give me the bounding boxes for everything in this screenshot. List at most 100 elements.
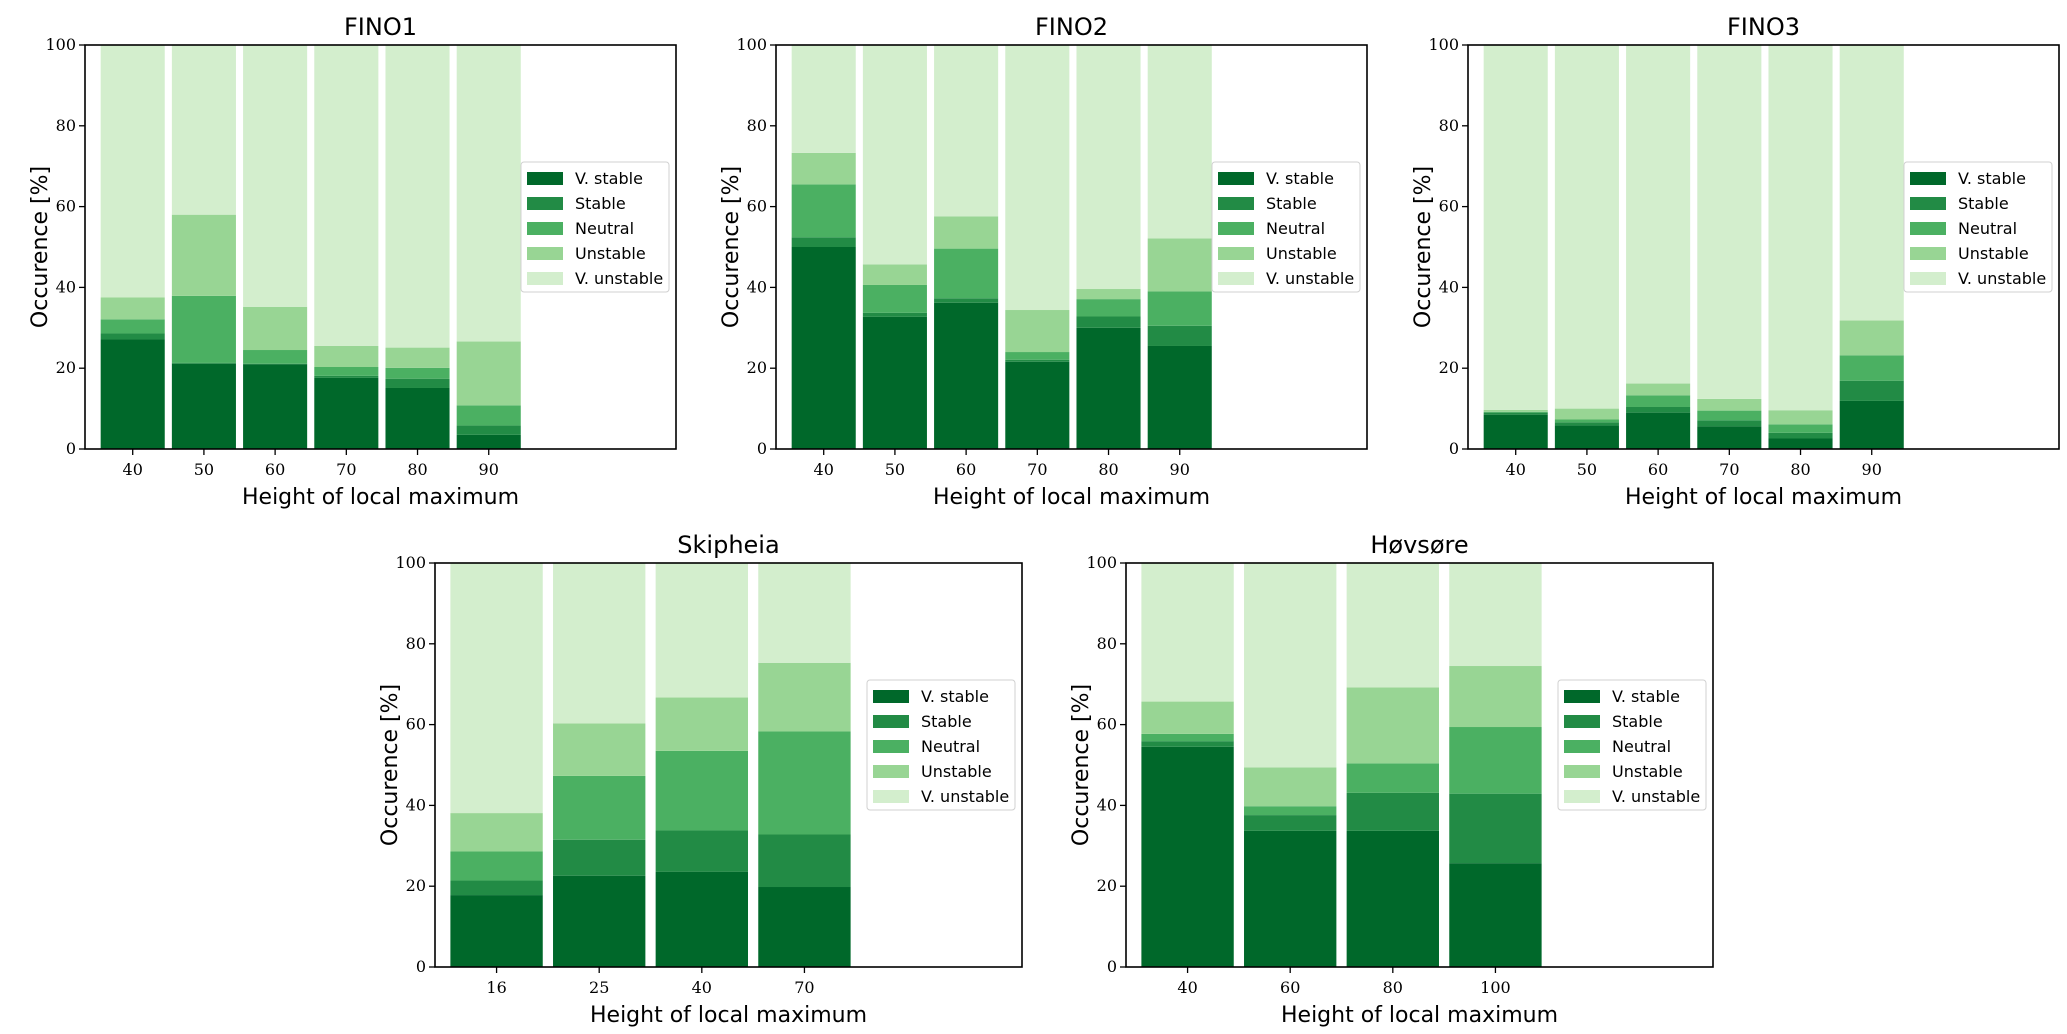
y-tick-label: 100	[395, 553, 426, 572]
y-tick-label: 100	[1086, 553, 1117, 572]
x-tick-label: 70	[794, 978, 814, 997]
bar-segment-v-stable-70	[1697, 426, 1762, 449]
bar-segment-neutral-40	[655, 750, 748, 831]
bar-segment-neutral-60	[1244, 806, 1337, 816]
chart-title: FINO3	[1727, 13, 1800, 41]
y-tick-label: 100	[1428, 35, 1459, 54]
bar-segment-stable-40	[791, 237, 856, 247]
bar-segment-neutral-50	[171, 295, 236, 363]
legend-swatch-unstable	[1218, 247, 1254, 260]
y-tick-label: 80	[1439, 116, 1459, 135]
legend-swatch-v-stable	[1910, 172, 1946, 185]
bar-segment-unstable-16	[450, 813, 543, 852]
chart-panel-h-vs-re: 0 20 40 60 80 100 40 60 80 100 Høvsøre Height of lo…	[1069, 531, 1714, 1028]
bar-segment-stable-70	[1005, 359, 1070, 362]
axes-frame	[1125, 562, 1714, 968]
bar-segment-v-stable-50	[1554, 425, 1619, 449]
y-axis-label: Occurence [%]	[1069, 684, 1094, 846]
bar-segment-stable-60	[1626, 406, 1691, 413]
bar-segment-v-unstable-70	[1005, 45, 1070, 311]
axes-frame	[84, 44, 677, 450]
legend: V. stable Stable Neutral Unstable V. unstabl…	[1903, 161, 2053, 293]
legend-label: Unstable	[1612, 762, 1683, 781]
x-axis-label: Height of local maximum	[590, 1003, 867, 1028]
legend-swatch-stable	[527, 197, 563, 210]
bar-segment-v-stable-60	[934, 302, 999, 449]
x-tick-label: 70	[336, 460, 356, 479]
y-axis-label: Occurence [%]	[1411, 166, 1436, 328]
bar-segment-neutral-60	[243, 350, 308, 364]
bar-segment-unstable-50	[862, 264, 927, 285]
y-tick-label: 0	[66, 439, 76, 458]
y-tick-label: 20	[747, 358, 767, 377]
bar-segment-v-unstable-100	[1449, 563, 1542, 667]
y-tick-label: 60	[1097, 715, 1117, 734]
y-tick-label: 20	[406, 876, 426, 895]
x-tick-label: 50	[885, 460, 905, 479]
y-tick-label: 40	[1097, 795, 1117, 814]
bar-segment-v-stable-60	[1626, 412, 1691, 449]
bar-segment-unstable-90	[456, 341, 521, 406]
bar-segment-v-unstable-80	[1346, 563, 1439, 688]
bar-segment-neutral-70	[1697, 410, 1762, 421]
legend-swatch-v-unstable	[1218, 272, 1254, 285]
y-axis-label: Occurence [%]	[28, 166, 53, 328]
bar-segment-v-unstable-70	[1697, 45, 1762, 399]
legend-swatch-unstable	[1564, 765, 1600, 778]
bar-segment-neutral-16	[450, 851, 543, 881]
y-tick-label: 0	[1107, 957, 1117, 976]
y-axis-label: Occurence [%]	[719, 166, 744, 328]
bar-segment-v-stable-40	[791, 247, 856, 449]
bar-segment-v-unstable-60	[1244, 563, 1337, 768]
legend-swatch-stable	[1564, 715, 1600, 728]
legend-label: Neutral	[575, 219, 634, 238]
x-tick-label: 70	[1027, 460, 1047, 479]
legend-swatch-neutral	[1910, 222, 1946, 235]
y-tick-label: 60	[406, 715, 426, 734]
bar-segment-unstable-40	[1483, 409, 1548, 412]
chart-title: Høvsøre	[1370, 531, 1468, 559]
bar-segment-v-unstable-90	[1839, 45, 1904, 321]
legend-label: Neutral	[1958, 219, 2017, 238]
y-tick-label: 100	[736, 35, 767, 54]
bar-segment-neutral-40	[1483, 411, 1548, 413]
x-tick-label: 80	[1790, 460, 1810, 479]
bar-segment-v-stable-60	[1244, 830, 1337, 967]
bar-segment-v-unstable-50	[171, 45, 236, 215]
x-tick-label: 90	[1862, 460, 1882, 479]
bar-segment-stable-50	[862, 312, 927, 317]
y-tick-label: 80	[1097, 634, 1117, 653]
x-tick-label: 70	[1719, 460, 1739, 479]
bar-segment-neutral-90	[1839, 355, 1904, 381]
bar-segment-stable-60	[1244, 815, 1337, 831]
bar-segment-neutral-80	[1768, 424, 1833, 433]
x-axis-label: Height of local maximum	[1281, 1003, 1558, 1028]
legend-label: V. stable	[575, 169, 643, 188]
x-tick-label: 16	[486, 978, 506, 997]
x-tick-label: 80	[1383, 978, 1403, 997]
x-tick-label: 80	[1098, 460, 1118, 479]
bar-segment-v-stable-80	[385, 388, 450, 449]
bar-segment-v-unstable-60	[934, 45, 999, 217]
bar-segment-stable-80	[1076, 316, 1141, 328]
axes-frame	[1467, 44, 2060, 450]
legend-label: Stable	[1958, 194, 2009, 213]
axes-frame	[434, 562, 1023, 968]
legend-label: Stable	[575, 194, 626, 213]
bar-segment-unstable-80	[1346, 687, 1439, 764]
legend-swatch-v-unstable	[527, 272, 563, 285]
chart-panel-fino3: 0 20 40 60 80 100 40 50 60 70 80 90 FINO3 Height of l…	[1411, 13, 2060, 510]
legend-swatch-unstable	[873, 765, 909, 778]
legend-swatch-stable	[873, 715, 909, 728]
y-tick-label: 80	[56, 116, 76, 135]
x-tick-label: 40	[814, 460, 834, 479]
bar-segment-neutral-60	[1626, 395, 1691, 407]
x-axis-label: Height of local maximum	[1625, 485, 1902, 510]
y-tick-label: 40	[406, 795, 426, 814]
legend-swatch-v-unstable	[1564, 790, 1600, 803]
bar-segment-neutral-40	[791, 184, 856, 238]
chart-panel-skipheia: 0 20 40 60 80 100 16 25 40 70 Skipheia Height of lo…	[378, 531, 1023, 1028]
legend-label: V. unstable	[575, 269, 663, 288]
chart-title: FINO1	[344, 13, 417, 41]
bar-segment-unstable-40	[100, 297, 165, 320]
